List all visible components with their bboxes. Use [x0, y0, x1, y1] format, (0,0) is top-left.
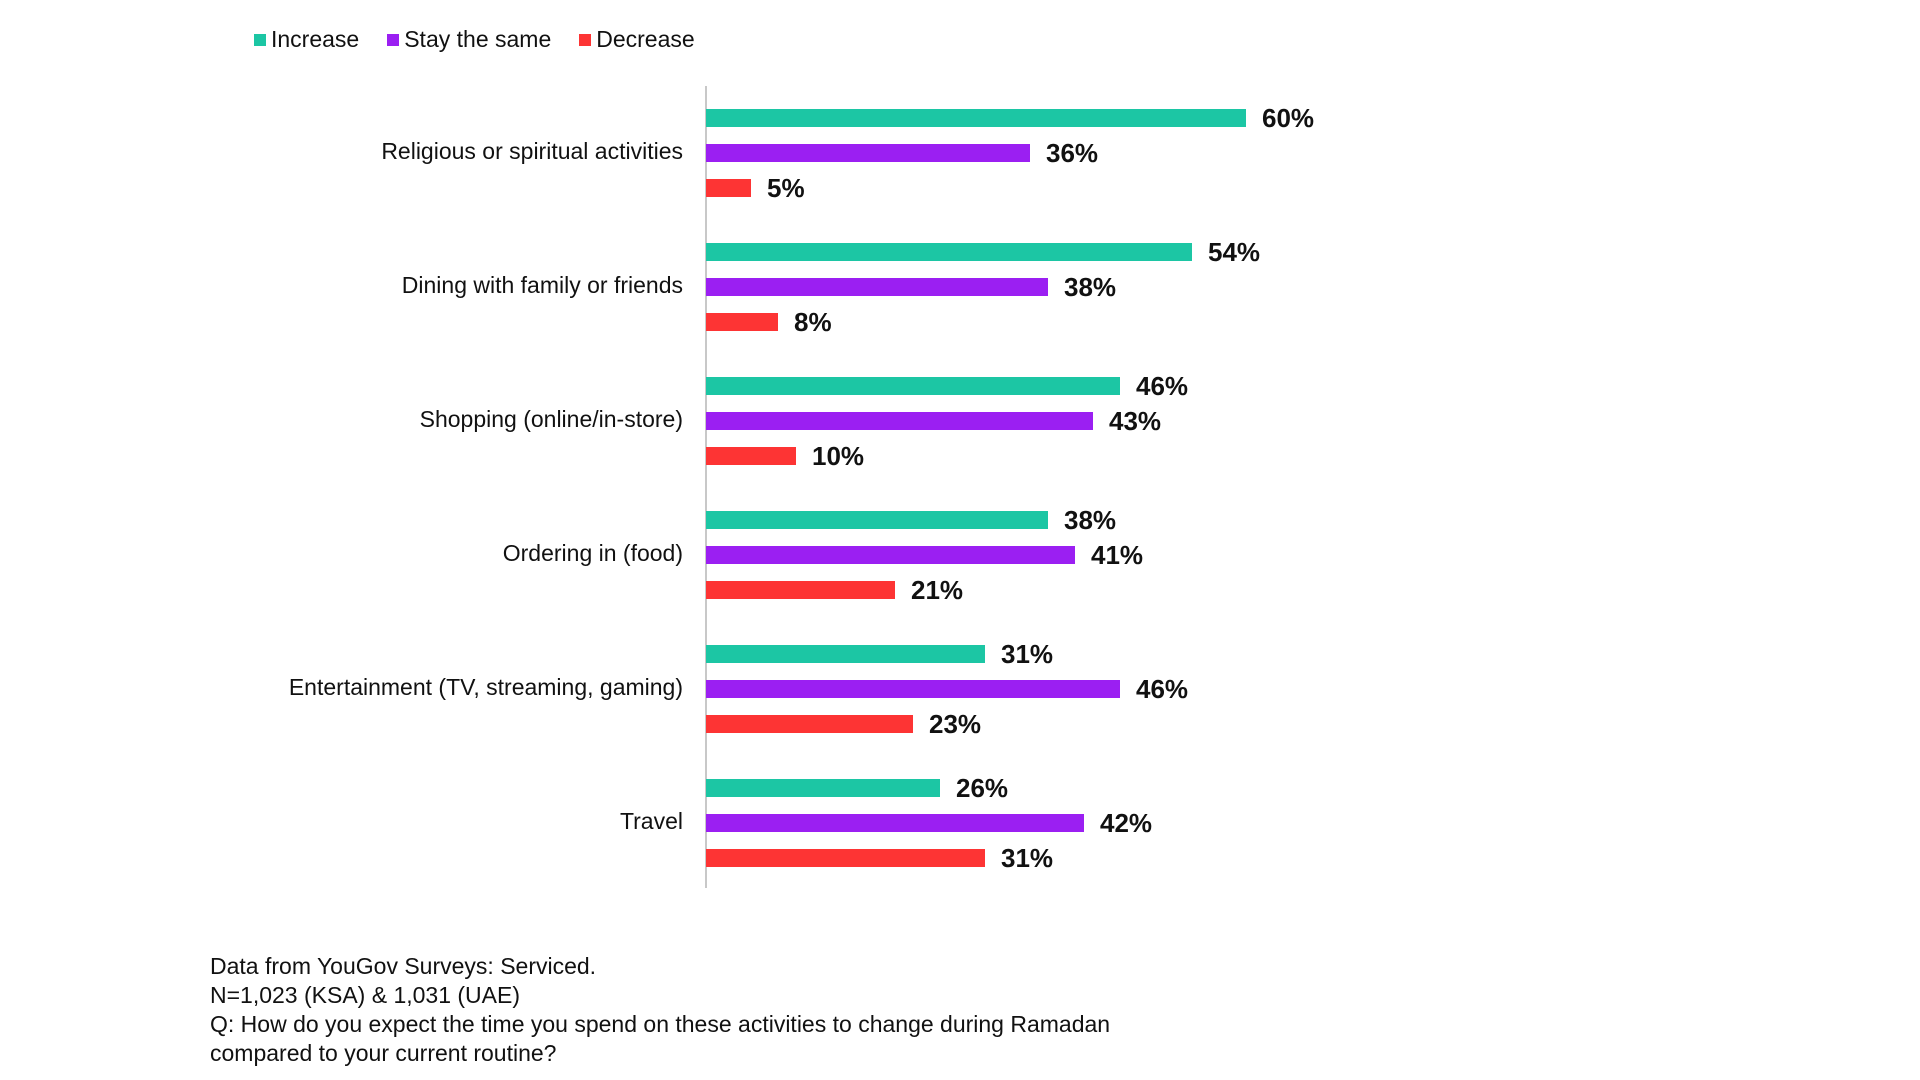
legend-label-increase: Increase: [271, 26, 360, 52]
category-label-dining-with-family-or-friends: Dining with family or friends: [402, 272, 683, 298]
legend-swatch-increase: [254, 33, 266, 46]
bar-increase-entertainment-tv-streaming-gaming: [706, 645, 985, 663]
data-label-stay-the-same-ordering-in-food: 41%: [1091, 540, 1143, 570]
chart-legend: Increase Stay the same Decrease: [254, 26, 695, 53]
bar-increase-religious-or-spiritual-activities: [706, 109, 1246, 127]
data-label-decrease-religious-or-spiritual-activities: 5%: [767, 173, 805, 203]
legend-item-increase: Increase: [254, 26, 359, 53]
category-label-travel: Travel: [620, 808, 683, 834]
footnote-line-question: Q: How do you expect the time you spend …: [210, 1011, 1111, 1037]
data-label-increase-shopping-online-in-store: 46%: [1136, 371, 1188, 401]
bar-increase-ordering-in-food: [706, 511, 1048, 529]
data-label-stay-the-same-entertainment-tv-streaming-gaming: 46%: [1136, 674, 1188, 704]
footnote: Data from YouGov Surveys: Serviced. N=1,…: [210, 952, 1110, 1068]
data-label-decrease-shopping-online-in-store: 10%: [812, 441, 864, 471]
bar-stay-the-same-religious-or-spiritual-activities: [706, 144, 1030, 162]
data-label-decrease-entertainment-tv-streaming-gaming: 23%: [929, 709, 981, 739]
bar-decrease-shopping-online-in-store: [706, 447, 796, 465]
category-label-shopping-online-in-store: Shopping (online/in-store): [420, 406, 683, 432]
bar-increase-shopping-online-in-store: [706, 377, 1120, 395]
bar-stay-the-same-entertainment-tv-streaming-gaming: [706, 680, 1120, 698]
bar-decrease-religious-or-spiritual-activities: [706, 179, 751, 197]
bar-increase-travel: [706, 779, 940, 797]
bar-increase-dining-with-family-or-friends: [706, 243, 1192, 261]
data-label-increase-ordering-in-food: 38%: [1064, 505, 1116, 535]
bar-stay-the-same-ordering-in-food: [706, 546, 1075, 564]
legend-item-stay-the-same: Stay the same: [387, 26, 551, 53]
legend-swatch-stay-the-same: [387, 33, 400, 46]
data-label-stay-the-same-travel: 42%: [1100, 808, 1152, 838]
footnote-line-source: Data from YouGov Surveys: Serviced.: [210, 953, 597, 979]
data-label-decrease-dining-with-family-or-friends: 8%: [794, 307, 832, 337]
category-label-religious-or-spiritual-activities: Religious or spiritual activities: [381, 138, 683, 164]
data-label-stay-the-same-dining-with-family-or-friends: 38%: [1064, 272, 1116, 302]
data-label-decrease-ordering-in-food: 21%: [911, 575, 963, 605]
data-label-increase-dining-with-family-or-friends: 54%: [1208, 237, 1260, 267]
category-label-ordering-in-food: Ordering in (food): [503, 540, 683, 566]
data-label-increase-travel: 26%: [956, 773, 1008, 803]
data-label-decrease-travel: 31%: [1001, 843, 1053, 873]
category-label-entertainment-tv-streaming-gaming: Entertainment (TV, streaming, gaming): [289, 674, 683, 700]
bar-stay-the-same-travel: [706, 814, 1084, 832]
bar-decrease-travel: [706, 849, 985, 867]
data-label-increase-religious-or-spiritual-activities: 60%: [1262, 103, 1314, 133]
footnote-line-question-cont: compared to your current routine?: [210, 1040, 557, 1066]
bar-stay-the-same-dining-with-family-or-friends: [706, 278, 1048, 296]
legend-swatch-decrease: [579, 33, 592, 46]
legend-label-stay-the-same: Stay the same: [404, 26, 552, 52]
data-label-increase-entertainment-tv-streaming-gaming: 31%: [1001, 639, 1053, 669]
legend-label-decrease: Decrease: [596, 26, 695, 52]
bar-decrease-ordering-in-food: [706, 581, 895, 599]
legend-item-decrease: Decrease: [579, 26, 695, 53]
data-label-stay-the-same-religious-or-spiritual-activities: 36%: [1046, 138, 1098, 168]
footnote-line-sample: N=1,023 (KSA) & 1,031 (UAE): [210, 982, 521, 1008]
bar-decrease-entertainment-tv-streaming-gaming: [706, 715, 913, 733]
bar-decrease-dining-with-family-or-friends: [706, 313, 778, 331]
data-label-stay-the-same-shopping-online-in-store: 43%: [1109, 406, 1161, 436]
bar-stay-the-same-shopping-online-in-store: [706, 412, 1093, 430]
